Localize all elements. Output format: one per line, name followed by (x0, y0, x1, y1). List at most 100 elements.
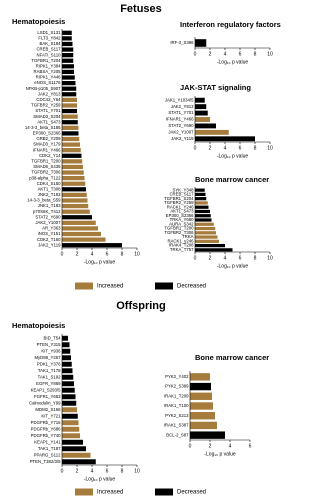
category-label: KIT_Y936 (41, 348, 61, 353)
bar (195, 104, 207, 110)
category-label: IFNAR1_Y466 (33, 147, 61, 152)
category-label: PDGFRb_Y716 (31, 420, 61, 425)
category-label: CREB_S117 (36, 47, 61, 52)
category-label: JAK2_Y813 (38, 91, 61, 96)
x-tick-label: 8 (254, 145, 257, 151)
category-label: CDK2_T160 (37, 237, 61, 242)
bar (62, 97, 77, 102)
bar (62, 86, 77, 91)
category-label: SYK_Y348 (172, 187, 194, 192)
bar (62, 243, 122, 248)
legend-swatch (155, 282, 173, 290)
bar (195, 136, 255, 142)
panel-title: Interferon regulatory factors (180, 20, 281, 29)
x-tick-label: 10 (134, 251, 140, 257)
panel-title: Hematopoiesis (12, 17, 65, 26)
bar (62, 400, 77, 406)
x-tick-label: 4 (224, 255, 227, 261)
bar (62, 387, 75, 393)
category-label: KEAP1_Y141 (34, 439, 61, 444)
category-label: TGFBR1_T204 (31, 58, 61, 63)
bar (62, 342, 70, 348)
bar (62, 125, 79, 130)
bar (195, 222, 214, 226)
x-tick-label: 2 (76, 468, 79, 474)
bar (62, 164, 83, 170)
category-label: EP300_S2366 (33, 131, 61, 136)
category-label: JAK1_Y1034/5 (165, 97, 194, 102)
category-label: AKT1_T308 (38, 186, 62, 191)
category-label: RACK1_Y246 (167, 204, 194, 209)
x-tick-label: 10 (134, 468, 140, 474)
x-tick-label: 6 (106, 468, 109, 474)
panel-title: JAK-STAT signaling (180, 83, 251, 92)
bar (195, 243, 225, 248)
bar (62, 355, 71, 361)
x-axis-label: -Log₁₀ p value (84, 259, 116, 265)
category-label: EGFR_Y869 (36, 381, 61, 386)
bar (195, 248, 233, 252)
x-tick-label: 6 (239, 51, 242, 57)
category-label: STAT1_Y701 (168, 110, 194, 115)
bar (62, 459, 96, 465)
category-label: FLT3_Y842 (38, 36, 61, 41)
bar (62, 413, 78, 419)
bar (195, 201, 208, 205)
bar (195, 129, 229, 135)
bar (62, 420, 79, 426)
category-label: eNOS_S1176 (34, 80, 61, 85)
category-label: JAK2_Y119 (38, 242, 61, 247)
bar (190, 421, 217, 430)
bar (62, 209, 90, 214)
bar (195, 235, 218, 239)
category-label: JNK1_T183 (38, 203, 61, 208)
x-tick-label: 6 (239, 255, 242, 261)
category-label: PYK2_S213 (165, 413, 189, 418)
category-label: PDK1_Y376 (37, 361, 61, 366)
x-tick-label: 8 (121, 468, 124, 474)
bar (195, 39, 207, 47)
bar (62, 203, 89, 209)
x-tick-label: 4 (229, 443, 232, 449)
bar (62, 192, 87, 198)
x-tick-label: 0 (194, 255, 197, 261)
category-label: TGFBR2_T306 (31, 170, 61, 175)
category-label: TGFBR2_Y259 (31, 103, 61, 108)
category-label: MyD88_Y257 (34, 355, 61, 360)
x-tick-label: 4 (91, 251, 94, 257)
bar (62, 231, 101, 237)
bar (62, 426, 80, 432)
category-label: PYK2_Y402 (165, 374, 189, 379)
category-label: KIT_Y721 (41, 413, 61, 418)
x-tick-label: 4 (224, 51, 227, 57)
x-tick-label: 10 (267, 145, 273, 151)
bar (62, 439, 83, 445)
bar (62, 92, 77, 97)
bar (62, 198, 88, 203)
category-label: IFNAR1_Y466 (166, 117, 194, 122)
category-label: Calmodulin_Y99 (29, 400, 61, 405)
category-label: BCL-2_S87 (166, 432, 189, 437)
category-label: TRKA (182, 234, 194, 239)
legend-label: Decreased (177, 490, 206, 496)
section-heading: Fetuses (120, 3, 162, 15)
bar (62, 381, 74, 387)
bar (190, 431, 225, 439)
bar (62, 120, 78, 125)
bar (62, 348, 71, 354)
bar (62, 452, 91, 458)
x-tick-label: 0 (61, 251, 64, 257)
category-label: IRF-3_S396 (170, 40, 194, 45)
category-label: TGFBR2_T306 (164, 230, 194, 235)
x-tick-label: 2 (209, 255, 212, 261)
x-axis-label: -Log₁₀ p value (217, 263, 249, 269)
legend-label: Decreased (177, 284, 206, 290)
category-label: TAK1_S192 (38, 374, 61, 379)
bar (190, 392, 212, 400)
category-label: p70S6K_T412 (33, 209, 61, 214)
bar (62, 36, 72, 41)
category-label: AR_Y363 (42, 226, 61, 231)
x-tick-label: 2 (76, 251, 79, 257)
x-tick-label: 8 (254, 51, 257, 57)
